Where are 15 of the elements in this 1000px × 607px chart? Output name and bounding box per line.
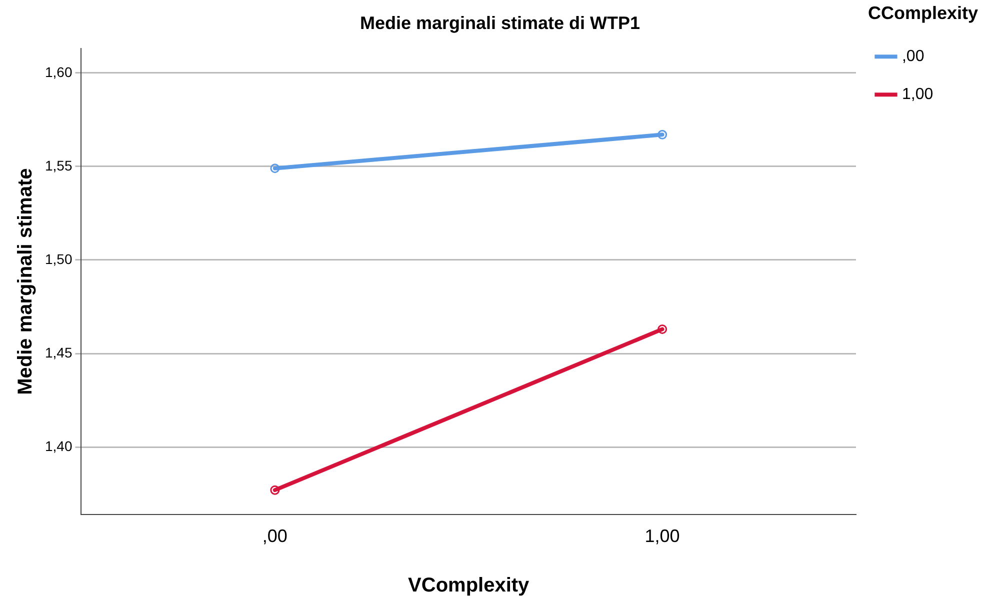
point: [658, 130, 668, 140]
legend-label: 1,00: [902, 86, 934, 104]
y-tick-label: 1,50: [45, 250, 72, 267]
point: [270, 485, 280, 495]
y-tick-label: 1,40: [45, 438, 72, 454]
point: [270, 164, 280, 174]
legend-title: CComplexity: [868, 2, 978, 23]
chart-title: Medie marginali stimate di WTP1: [360, 12, 640, 33]
y-axis-title: Medie marginali stimate: [14, 168, 37, 395]
y-tick-label: 1,55: [45, 157, 72, 174]
y-tick-label: 1,60: [45, 64, 72, 80]
legend-label: ,00: [902, 48, 924, 66]
point: [658, 324, 668, 334]
y-tick-label: 1,45: [45, 344, 72, 360]
x-axis-title: VComplexity: [408, 574, 530, 597]
